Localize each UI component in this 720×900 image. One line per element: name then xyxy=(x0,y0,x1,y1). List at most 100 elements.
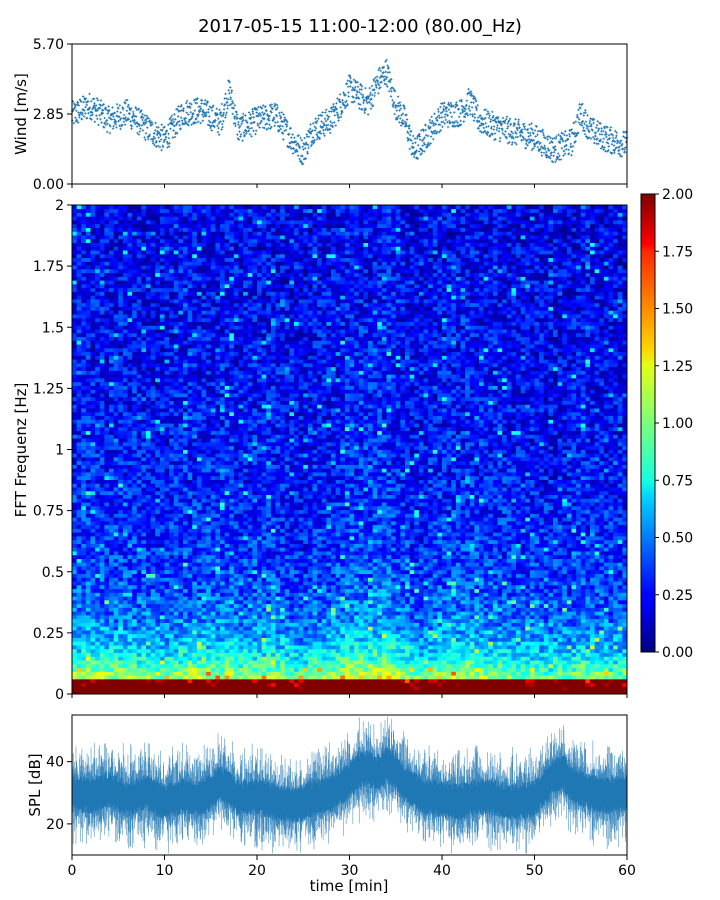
spectrogram-cell xyxy=(113,370,119,375)
spectrogram-cell xyxy=(122,332,128,338)
spectrogram-cell xyxy=(169,652,175,657)
wind-point xyxy=(239,133,243,136)
wind-point xyxy=(74,116,77,120)
spectrogram-cell xyxy=(81,291,87,296)
spectrogram-cell xyxy=(150,385,156,390)
wind-point xyxy=(250,135,253,138)
spectrogram-cell xyxy=(141,404,147,409)
spectrogram-cell xyxy=(81,423,87,428)
spectrogram-cell xyxy=(146,344,152,349)
spectrogram-cell xyxy=(95,656,101,661)
spectrogram-cell xyxy=(72,637,78,642)
spectrogram-cell xyxy=(141,483,147,488)
wind-point xyxy=(96,99,100,102)
spectrogram-cell xyxy=(164,359,170,364)
spectrogram-cell xyxy=(95,220,101,225)
spectrogram-cell xyxy=(141,551,147,556)
spectrogram-cell xyxy=(155,596,161,601)
spectrogram-cell xyxy=(109,618,115,623)
spectrogram-cell xyxy=(118,584,124,590)
spectrogram-cell xyxy=(146,686,152,691)
spectrogram-cell xyxy=(85,490,91,496)
spectrogram-cell xyxy=(178,460,184,465)
spectrogram-cell xyxy=(150,408,156,413)
wind-point xyxy=(552,154,555,157)
spectrogram-cell xyxy=(118,370,124,375)
spectrogram-cell xyxy=(118,415,124,420)
spectrogram-cell xyxy=(127,287,133,292)
spectrogram-cell xyxy=(76,599,82,605)
spectrogram-cell xyxy=(122,554,128,559)
spectrogram-cell xyxy=(81,419,87,424)
spectrogram-cell xyxy=(155,513,161,518)
spectrogram-cell xyxy=(104,302,110,307)
spectrogram-cell xyxy=(85,336,91,341)
spectrogram-cell xyxy=(146,216,152,221)
spectrogram-cell xyxy=(150,569,156,575)
spectrogram-cell xyxy=(99,468,105,473)
spectrogram-cell xyxy=(150,359,156,364)
wind-point xyxy=(121,123,124,127)
spectrogram-cell xyxy=(127,622,133,627)
spectrogram-cell xyxy=(132,216,138,221)
spectrogram-cell xyxy=(85,359,91,364)
wind-axes-frame xyxy=(71,43,628,185)
spectrogram-cell xyxy=(99,325,105,330)
spectrogram-cell xyxy=(95,205,101,210)
wind-point xyxy=(490,125,493,129)
wind-point xyxy=(337,119,340,122)
spectrogram-cell xyxy=(150,532,156,537)
spectrogram-cell xyxy=(109,566,115,571)
spectrogram-cell xyxy=(127,235,133,240)
spectrogram-cell xyxy=(81,599,87,605)
spectrogram-cell xyxy=(81,306,87,311)
spectrogram-cell xyxy=(155,682,161,687)
spectrogram-cell xyxy=(113,329,119,334)
spectrogram-cell xyxy=(109,216,115,221)
spectrogram-cell xyxy=(118,490,124,496)
spectrogram-cell xyxy=(132,520,138,526)
spectrogram-cell xyxy=(90,573,96,578)
spectrogram-cell xyxy=(178,551,184,556)
spectrogram-cell xyxy=(178,355,184,360)
spectrogram-cell xyxy=(72,287,78,292)
spectrogram-cell xyxy=(118,205,124,210)
wind-point xyxy=(562,149,566,153)
spectrogram-cell xyxy=(155,472,161,477)
spectrogram-cell xyxy=(122,389,128,394)
spectrogram-cell xyxy=(90,351,96,356)
spectrogram-cell xyxy=(104,682,110,687)
spectrogram-cell xyxy=(95,408,101,413)
spectrogram-cell xyxy=(113,543,119,548)
spectrogram-cell xyxy=(136,547,142,552)
spectrogram-cell xyxy=(76,329,82,334)
spectrogram-cell xyxy=(99,588,105,593)
spectrogram-cell xyxy=(159,355,165,360)
spectrogram-cell xyxy=(118,396,124,401)
spectrogram-cell xyxy=(113,652,119,657)
spectrogram-cell xyxy=(81,686,87,691)
spectrogram-cell xyxy=(81,603,87,608)
spectrogram-cell xyxy=(109,630,115,635)
wind-point xyxy=(142,116,145,119)
spectrogram-cell xyxy=(113,611,119,616)
spectrogram-cell xyxy=(169,637,175,642)
spectrogram-cell xyxy=(169,675,175,680)
wind-point xyxy=(389,95,393,98)
spectrogram-cell xyxy=(81,633,87,638)
spectrogram-cell xyxy=(136,268,142,274)
wind-point xyxy=(324,111,327,114)
spectrogram-cell xyxy=(122,242,128,247)
wind-point xyxy=(517,120,520,124)
spectrogram-cell xyxy=(150,554,156,559)
wind-point xyxy=(347,95,350,98)
spectrogram-cell xyxy=(178,283,184,289)
spectrogram-cell xyxy=(109,291,115,296)
spectrogram-cell xyxy=(90,426,96,432)
spectrogram-cell xyxy=(76,302,82,307)
spectrogram-cell xyxy=(109,212,115,217)
spectrogram-cell xyxy=(113,656,119,661)
wind-point xyxy=(482,126,486,130)
spectrogram-cell xyxy=(104,340,110,345)
